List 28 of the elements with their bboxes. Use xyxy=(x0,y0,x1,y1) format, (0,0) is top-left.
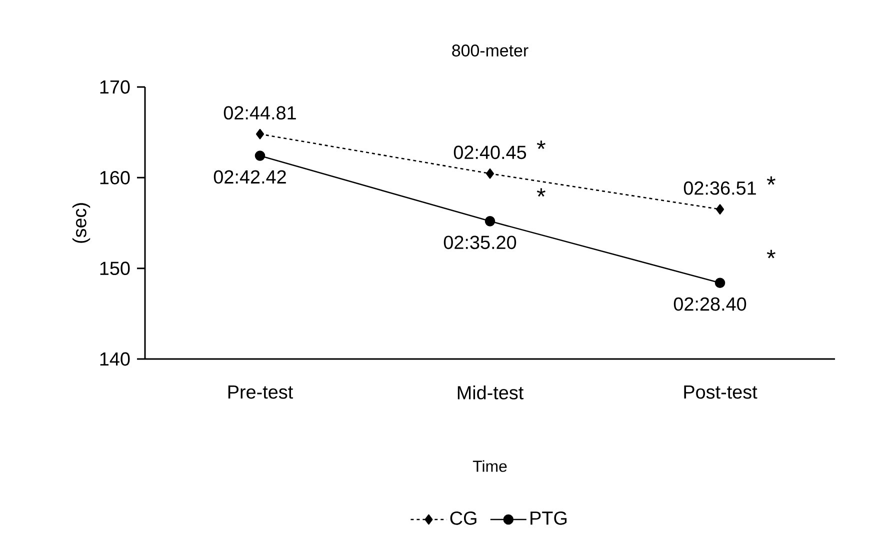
x-tick-label: Pre-test xyxy=(228,386,293,399)
legend-label: PTG xyxy=(530,511,567,525)
point xyxy=(486,168,494,179)
y-axis-title: (sec) xyxy=(72,203,90,243)
annotation: * xyxy=(536,140,546,150)
y-tick-label: 140 xyxy=(100,352,130,366)
point xyxy=(484,216,496,226)
point xyxy=(716,204,724,214)
point xyxy=(254,150,266,161)
legend-label: CG xyxy=(450,511,476,525)
x-tick-label: Post-test xyxy=(684,386,758,399)
data-label: 02:36.51 xyxy=(684,181,756,195)
y-tick-label: 160 xyxy=(100,170,130,184)
x-axis-title: Time xyxy=(472,460,507,472)
point xyxy=(714,278,726,288)
data-label: 02:40.45 xyxy=(454,146,526,160)
annotation: * xyxy=(766,250,776,258)
x-tick-label: Mid-test xyxy=(458,386,524,400)
point xyxy=(256,128,264,140)
data-label: 02:42.42 xyxy=(214,170,286,184)
chart-title: 800-meter xyxy=(452,44,528,57)
annotation: * xyxy=(766,176,776,185)
y-tick-label: 150 xyxy=(100,262,130,276)
data-label: 02:35.20 xyxy=(444,236,516,250)
data-label: 02:28.40 xyxy=(674,297,746,311)
data-label: 02:44.81 xyxy=(224,106,296,120)
annotation: * xyxy=(536,188,546,197)
y-tick-label: 170 xyxy=(100,80,130,94)
